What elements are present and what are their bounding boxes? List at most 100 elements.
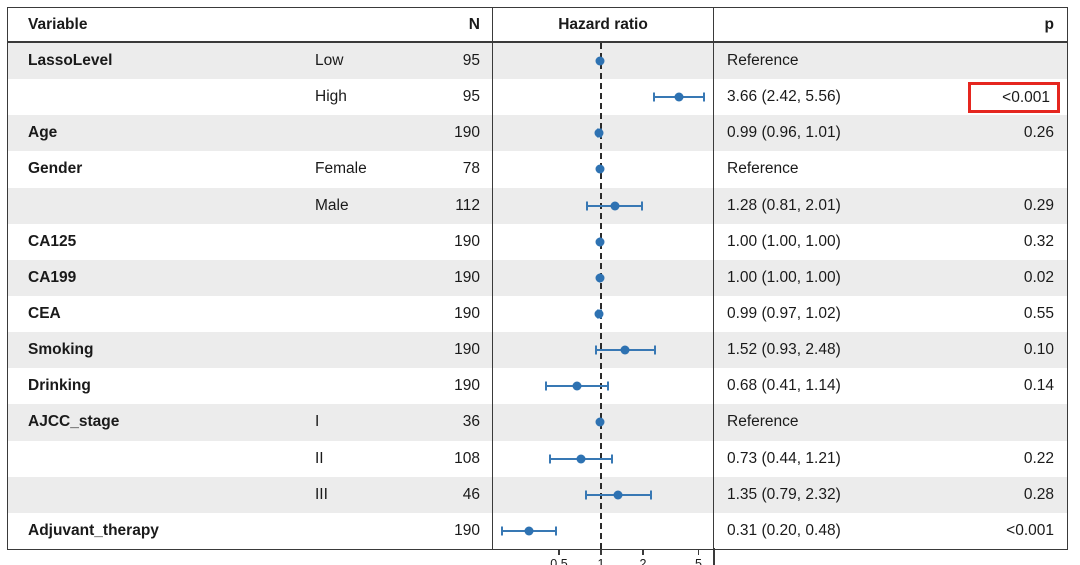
p-value: 0.32	[937, 233, 1067, 251]
x-axis-tick-label: 2	[639, 557, 647, 565]
variable-label: Gender	[28, 160, 83, 178]
level-label: III	[315, 485, 328, 503]
level-label: I	[315, 413, 320, 431]
x-axis-tick	[642, 549, 644, 555]
p-value-text: 0.32	[1023, 232, 1054, 250]
header-p: p	[1044, 15, 1054, 33]
p-value	[937, 413, 1067, 431]
n-value: 190	[454, 232, 480, 250]
hazard-ratio-plot-cell	[492, 151, 714, 188]
confidence-interval-cap	[654, 345, 657, 355]
forest-plot-table: Variable N Hazard ratio p LassoLevel Low…	[7, 7, 1068, 550]
hazard-ratio-plot-cell	[492, 43, 714, 80]
table-row: Smoking 190 1.52 (0.93, 2.48) 0.10	[8, 332, 1067, 369]
confidence-interval-cap	[610, 454, 613, 464]
hazard-ratio-point	[524, 526, 534, 536]
hazard-ratio-point	[595, 56, 605, 66]
confidence-interval-cap	[544, 381, 547, 391]
hazard-ratio-point	[594, 309, 604, 319]
confidence-interval-cap	[586, 201, 589, 211]
estimate-label: 1.00 (1.00, 1.00)	[727, 268, 841, 286]
hazard-ratio-plot-cell	[492, 79, 714, 116]
p-value-text: 0.02	[1023, 268, 1054, 286]
p-value-text: 0.22	[1023, 449, 1054, 467]
confidence-interval-cap	[549, 454, 552, 464]
hazard-ratio-plot-cell	[492, 187, 714, 224]
variable-label: CEA	[28, 305, 61, 323]
variable-label: Age	[28, 124, 58, 142]
table-row: Adjuvant_therapy 190 0.31 (0.20, 0.48) <…	[8, 512, 1067, 549]
p-value: <0.001	[937, 522, 1067, 540]
p-value-text: <0.001	[968, 81, 1060, 113]
x-axis-tick-label: 1	[597, 557, 605, 565]
confidence-interval-cap	[652, 92, 655, 102]
variable-label: Adjuvant_therapy	[28, 521, 159, 539]
hazard-ratio-point	[595, 237, 605, 247]
variable-label: Smoking	[28, 341, 94, 359]
header-n: N	[468, 15, 480, 33]
hazard-ratio-plot-cell	[492, 440, 714, 477]
table-row: AJCC_stage I 36 Reference	[8, 404, 1067, 441]
n-value: 190	[454, 305, 480, 323]
p-value: 0.14	[937, 377, 1067, 395]
table-rows: LassoLevel Low 95 Reference High 95 3.66…	[8, 43, 1067, 549]
hazard-ratio-point	[594, 128, 604, 138]
header-hazard-ratio-cell: Hazard ratio	[492, 8, 714, 41]
estimate-label: 3.66 (2.42, 5.56)	[727, 88, 841, 106]
variable-label: CA125	[28, 232, 77, 250]
n-value: 78	[462, 160, 480, 178]
variable-label: Drinking	[28, 377, 91, 395]
confidence-interval-cap	[606, 381, 609, 391]
estimate-label: Reference	[727, 413, 799, 431]
p-value: 0.29	[937, 197, 1067, 215]
header-variable: Variable	[28, 15, 88, 33]
level-label: II	[315, 449, 324, 467]
table-row: CA125 190 1.00 (1.00, 1.00) 0.32	[8, 223, 1067, 260]
estimate-label: 1.00 (1.00, 1.00)	[727, 232, 841, 250]
table-row: LassoLevel Low 95 Reference	[8, 43, 1067, 80]
hazard-ratio-point	[572, 381, 582, 391]
p-value	[937, 160, 1067, 178]
p-value: 0.22	[937, 450, 1067, 468]
n-value: 95	[462, 88, 480, 106]
n-value: 190	[454, 521, 480, 539]
hazard-ratio-point	[576, 454, 586, 464]
n-value: 190	[454, 341, 480, 359]
hazard-ratio-plot-cell	[492, 259, 714, 296]
hazard-ratio-point	[610, 201, 620, 211]
confidence-interval-cap	[501, 526, 504, 536]
n-value: 36	[462, 413, 480, 431]
hazard-ratio-plot-cell	[492, 332, 714, 369]
estimate-label: 0.68 (0.41, 1.14)	[727, 377, 841, 395]
x-axis-tick	[600, 549, 602, 555]
hazard-ratio-point	[620, 345, 630, 355]
estimate-label: 0.99 (0.96, 1.01)	[727, 124, 841, 142]
hazard-ratio-point	[595, 273, 605, 283]
plot-right-separator-extension	[712, 548, 715, 565]
estimate-label: 0.73 (0.44, 1.21)	[727, 449, 841, 467]
confidence-interval-cap	[641, 201, 644, 211]
confidence-interval-cap	[584, 490, 587, 500]
p-value-text: 0.28	[1023, 485, 1054, 503]
table-row: Drinking 190 0.68 (0.41, 1.14) 0.14	[8, 368, 1067, 405]
estimate-label: Reference	[727, 160, 799, 178]
variable-label: LassoLevel	[28, 52, 113, 70]
table-row: Age 190 0.99 (0.96, 1.01) 0.26	[8, 115, 1067, 152]
p-value-text: 0.10	[1023, 341, 1054, 359]
p-value: 0.28	[937, 486, 1067, 504]
hazard-ratio-plot-cell	[492, 512, 714, 549]
table-header-row: Variable N Hazard ratio p	[8, 8, 1067, 43]
table-row: High 95 3.66 (2.42, 5.56) <0.001	[8, 79, 1067, 116]
estimate-label: 1.52 (0.93, 2.48)	[727, 341, 841, 359]
table-row: CA199 190 1.00 (1.00, 1.00) 0.02	[8, 259, 1067, 296]
n-value: 190	[454, 377, 480, 395]
x-axis-tick	[558, 549, 560, 555]
level-label: Female	[315, 160, 367, 178]
p-value: 0.10	[937, 341, 1067, 359]
hazard-ratio-point	[595, 417, 605, 427]
estimate-label: 0.31 (0.20, 0.48)	[727, 521, 841, 539]
estimate-label: Reference	[727, 52, 799, 70]
p-value-text: 0.29	[1023, 196, 1054, 214]
p-value	[937, 52, 1067, 70]
